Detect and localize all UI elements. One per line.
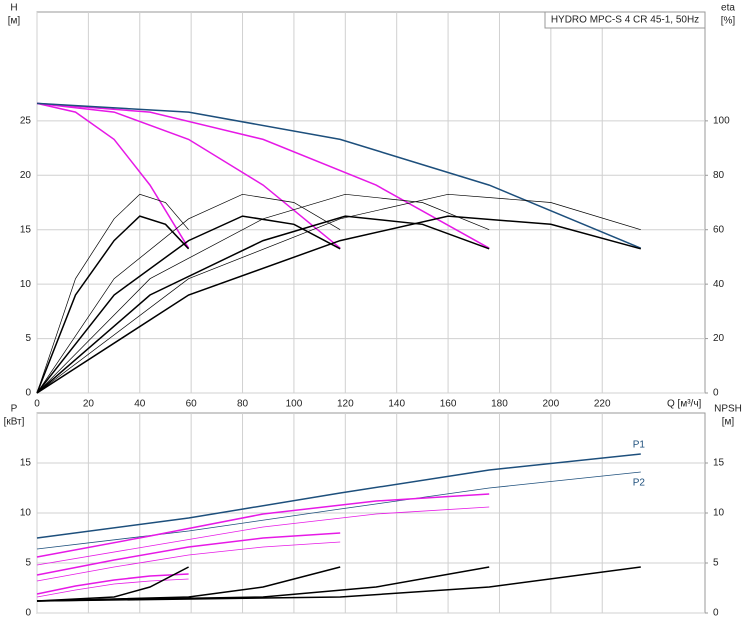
y2-axis-label: NPSH	[714, 404, 742, 415]
y-tick-label: 10	[20, 508, 32, 519]
y2-axis-unit: [м]	[722, 417, 735, 428]
curve	[36, 493, 490, 558]
y2-tick-label: 0	[713, 608, 719, 619]
y2-tick-label: 60	[713, 224, 725, 235]
y-tick-label: 10	[20, 279, 32, 290]
x-tick-label: 0	[34, 399, 40, 410]
title-box	[544, 11, 706, 29]
y2-tick-label: 20	[713, 333, 725, 344]
y-tick-label: 0	[25, 388, 31, 399]
y-tick-label: 5	[25, 333, 31, 344]
y-axis-label: P	[11, 404, 18, 415]
curve	[36, 532, 341, 576]
y-axis-unit: [кВт]	[4, 417, 25, 428]
y2-tick-label: 40	[713, 279, 725, 290]
y2-tick-label: 80	[713, 170, 725, 181]
y-tick-label: 15	[20, 224, 32, 235]
y2-tick-label: 5	[713, 558, 719, 569]
curve	[36, 566, 641, 602]
curve	[36, 102, 490, 249]
y2-tick-label: 10	[713, 508, 725, 519]
y-tick-label: 5	[25, 558, 31, 569]
curve	[36, 541, 341, 582]
curve	[36, 193, 641, 394]
x-tick-label: 140	[388, 399, 405, 410]
curve	[36, 215, 190, 394]
curve	[36, 566, 189, 602]
y-axis-unit: [м]	[8, 16, 21, 27]
series-label: P2	[633, 478, 646, 489]
y-axis-label: H	[10, 3, 17, 14]
x-tick-label: 40	[134, 399, 146, 410]
y2-axis-label: eta	[721, 3, 735, 14]
chart-title: HYDRO MPC-S 4 CR 45-1, 50Hz	[551, 15, 699, 26]
y2-tick-label: 15	[713, 458, 725, 469]
x-tick-label: 100	[286, 399, 303, 410]
x-tick-label: 220	[594, 399, 611, 410]
x-tick-label: 120	[337, 399, 354, 410]
x-tick-label: 180	[491, 399, 508, 410]
curve	[36, 215, 490, 394]
y2-tick-label: 100	[713, 115, 730, 126]
curve	[36, 453, 641, 539]
y-tick-label: 20	[20, 170, 32, 181]
curve	[36, 215, 641, 394]
curve	[36, 193, 189, 394]
x-tick-label: 60	[186, 399, 198, 410]
curve	[36, 102, 642, 249]
y-tick-label: 25	[20, 115, 32, 126]
x-tick-label: 160	[440, 399, 457, 410]
plot-area	[36, 11, 706, 394]
y2-tick-label: 0	[713, 388, 719, 399]
series-label: P1	[633, 440, 646, 451]
curve	[36, 506, 490, 566]
x-axis-label: Q [м³/ч]	[667, 399, 702, 410]
curve	[36, 102, 341, 249]
y-tick-label: 0	[25, 608, 31, 619]
x-tick-label: 80	[237, 399, 249, 410]
curve	[36, 471, 641, 550]
x-tick-label: 200	[543, 399, 560, 410]
x-tick-label: 20	[83, 399, 95, 410]
curve	[36, 573, 189, 595]
y-tick-label: 15	[20, 458, 32, 469]
curve	[36, 102, 190, 249]
y2-axis-unit: [%]	[721, 16, 736, 27]
curve	[36, 193, 490, 394]
